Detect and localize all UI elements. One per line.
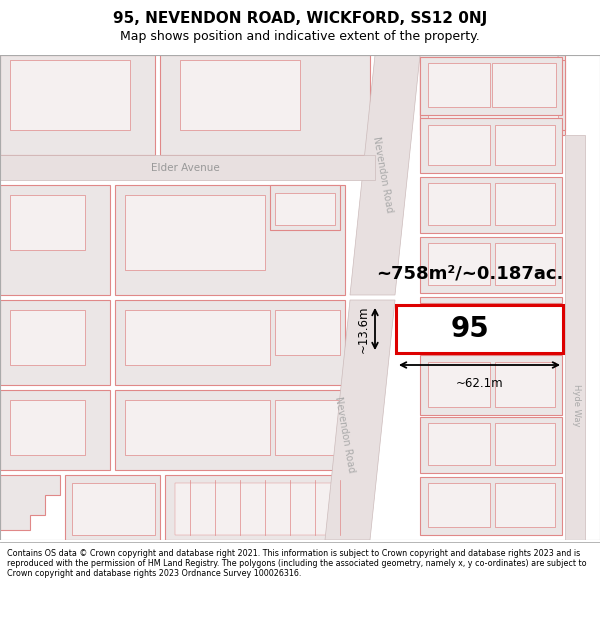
Polygon shape — [424, 60, 454, 107]
Polygon shape — [539, 60, 559, 107]
Polygon shape — [115, 390, 345, 470]
Polygon shape — [428, 423, 490, 465]
Polygon shape — [428, 483, 490, 527]
Polygon shape — [0, 185, 110, 295]
Polygon shape — [420, 118, 562, 173]
Polygon shape — [420, 177, 562, 233]
Text: Map shows position and indicative extent of the property.: Map shows position and indicative extent… — [120, 30, 480, 43]
Polygon shape — [0, 390, 110, 470]
Polygon shape — [180, 60, 300, 130]
Polygon shape — [495, 362, 555, 407]
Text: ~62.1m: ~62.1m — [455, 377, 503, 390]
Polygon shape — [428, 243, 490, 285]
Polygon shape — [275, 310, 340, 355]
Polygon shape — [325, 300, 395, 540]
Polygon shape — [495, 125, 555, 165]
Polygon shape — [420, 297, 562, 303]
Polygon shape — [428, 125, 490, 165]
Text: ~758m²/~0.187ac.: ~758m²/~0.187ac. — [376, 265, 563, 283]
Polygon shape — [0, 55, 155, 155]
Polygon shape — [565, 135, 585, 540]
Polygon shape — [125, 400, 270, 455]
Text: Nevendon Road: Nevendon Road — [334, 396, 356, 474]
Polygon shape — [535, 55, 563, 115]
Polygon shape — [428, 183, 490, 225]
Text: Hyde Way: Hyde Way — [572, 384, 581, 426]
Polygon shape — [10, 195, 85, 250]
Polygon shape — [0, 475, 60, 530]
Polygon shape — [125, 195, 265, 270]
Polygon shape — [270, 185, 340, 230]
Polygon shape — [420, 237, 562, 293]
Polygon shape — [10, 310, 85, 365]
Polygon shape — [428, 63, 490, 107]
Polygon shape — [504, 60, 534, 107]
Text: Contains OS data © Crown copyright and database right 2021. This information is : Contains OS data © Crown copyright and d… — [7, 549, 587, 578]
Polygon shape — [464, 60, 494, 107]
Polygon shape — [420, 417, 562, 473]
Polygon shape — [275, 193, 335, 225]
Polygon shape — [0, 300, 110, 385]
Text: 95: 95 — [451, 315, 490, 343]
Polygon shape — [0, 155, 375, 180]
Text: Nevendon Road: Nevendon Road — [371, 136, 395, 214]
Polygon shape — [420, 57, 562, 115]
Polygon shape — [420, 55, 565, 135]
Polygon shape — [500, 55, 538, 115]
Polygon shape — [165, 475, 345, 540]
Polygon shape — [125, 310, 270, 365]
Polygon shape — [115, 185, 345, 295]
Polygon shape — [460, 55, 498, 115]
Polygon shape — [10, 400, 85, 455]
Polygon shape — [428, 67, 558, 123]
Polygon shape — [428, 61, 558, 127]
Polygon shape — [160, 55, 370, 155]
Text: Elder Avenue: Elder Avenue — [151, 163, 220, 173]
Bar — [396, 305, 563, 353]
Polygon shape — [275, 400, 340, 455]
Polygon shape — [492, 63, 556, 107]
Polygon shape — [10, 60, 130, 130]
Polygon shape — [72, 483, 155, 535]
Polygon shape — [115, 300, 345, 385]
Polygon shape — [495, 423, 555, 465]
Polygon shape — [420, 60, 565, 130]
Polygon shape — [428, 362, 490, 407]
Polygon shape — [420, 477, 562, 535]
Text: 95, NEVENDON ROAD, WICKFORD, SS12 0NJ: 95, NEVENDON ROAD, WICKFORD, SS12 0NJ — [113, 11, 487, 26]
Polygon shape — [495, 243, 555, 285]
Text: ~13.6m: ~13.6m — [357, 305, 370, 352]
Polygon shape — [175, 483, 338, 535]
Polygon shape — [420, 55, 560, 63]
Polygon shape — [495, 183, 555, 225]
Polygon shape — [420, 355, 562, 415]
Polygon shape — [65, 475, 160, 540]
Polygon shape — [350, 55, 420, 295]
Polygon shape — [420, 55, 458, 115]
Polygon shape — [495, 483, 555, 527]
